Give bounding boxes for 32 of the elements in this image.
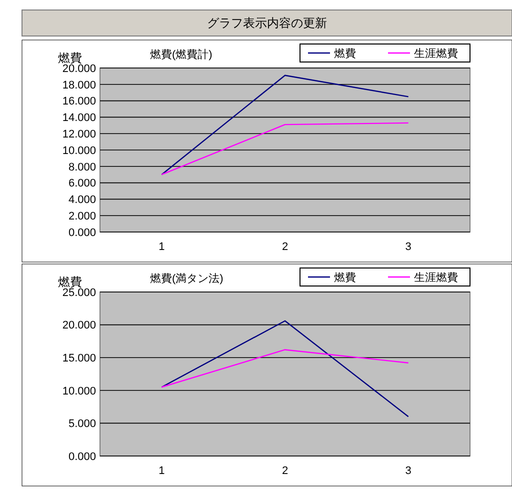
y-tick-label: 12.000 [62, 128, 96, 140]
y-tick-label: 2.000 [68, 210, 96, 222]
y-axis-title: 燃費 [58, 275, 82, 289]
chart-title: 燃費(満タン法) [150, 272, 224, 285]
y-tick-label: 6.000 [68, 178, 96, 190]
y-tick-label: 18.000 [62, 79, 96, 92]
y-tick-label: 16.000 [62, 96, 96, 108]
x-tick-label: 3 [405, 465, 412, 477]
y-tick-label: 10.000 [62, 385, 96, 398]
y-axis-title: 燃費 [58, 51, 82, 65]
x-tick-label: 3 [405, 241, 412, 253]
y-tick-label: 10.000 [62, 144, 96, 157]
y-tick-label: 0.000 [68, 450, 96, 463]
y-tick-label: 14.000 [62, 112, 96, 124]
x-tick-label: 2 [282, 241, 288, 253]
text: グラフ表示内容の更新 [207, 16, 327, 30]
y-tick-label: 4.000 [68, 194, 96, 206]
y-tick-label: 8.000 [68, 161, 96, 174]
y-tick-label: 15.000 [62, 352, 96, 364]
legend-label: 生涯燃費 [414, 46, 458, 60]
chart-title: 燃費(燃費計) [150, 48, 212, 61]
legend-label: 燃費 [334, 270, 356, 284]
y-tick-label: 20.000 [62, 62, 96, 75]
x-tick-label: 1 [158, 241, 165, 253]
x-tick-label: 2 [282, 465, 288, 477]
x-tick-label: 1 [158, 465, 165, 477]
y-tick-label: 5.000 [68, 418, 96, 430]
y-tick-label: 0.000 [68, 226, 96, 239]
legend-label: 燃費 [334, 46, 356, 60]
y-tick-label: 20.000 [62, 320, 96, 332]
y-tick-label: 25.000 [62, 286, 96, 299]
legend-label: 生涯燃費 [414, 270, 458, 284]
